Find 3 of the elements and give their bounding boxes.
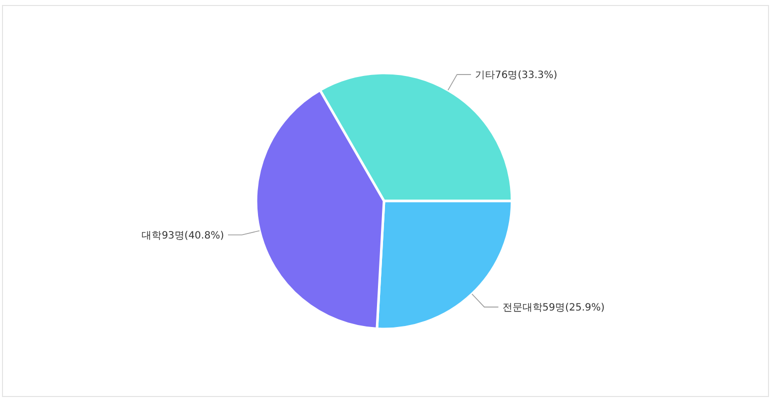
slice-label: 기타76명(33.3%)	[475, 70, 558, 82]
slice-label: 대학93명(40.8%)	[142, 230, 224, 242]
slice-label: 전문대학59명(25.9%)	[502, 302, 605, 314]
